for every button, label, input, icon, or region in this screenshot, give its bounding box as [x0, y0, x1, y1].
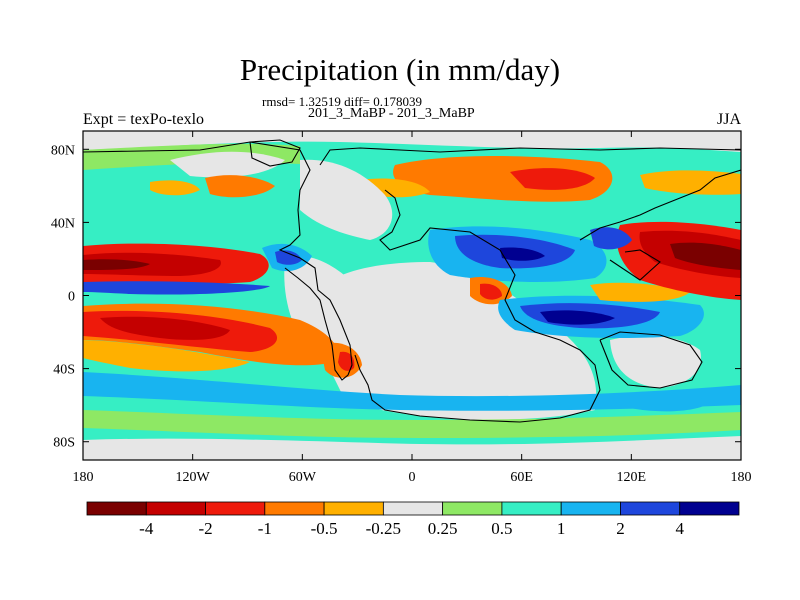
south-pacific-drying-core [100, 316, 230, 340]
land-outline [83, 139, 741, 423]
y-tick-label: 0 [68, 290, 75, 305]
africa-eurasia-outline [319, 147, 741, 423]
africa-eurasia-neutral [300, 159, 393, 240]
x-tick-label: 120E [617, 470, 647, 485]
y-tick-label: 80N [51, 143, 75, 158]
africa-neutral [305, 262, 597, 420]
caribbean-wetting-core [275, 250, 302, 265]
west-pacific-drying-core [670, 242, 741, 270]
x-tick-label: 60E [510, 470, 533, 485]
x-tick-label: 0 [409, 470, 416, 485]
asia-outline [579, 169, 741, 281]
northeast-asia-drying [640, 170, 741, 195]
equatorial-pacific-wetting [83, 281, 270, 295]
asian-monsoon-wetting-core [500, 247, 545, 261]
north-america-drying-2 [150, 180, 200, 196]
y-axis: 80N 40N 0 40S 80S [51, 143, 741, 451]
eurasia-drying-inner [510, 168, 595, 190]
antarctic-neutral [83, 436, 741, 460]
colorbar-label: 2 [616, 519, 625, 538]
colorbar-swatch [382, 501, 444, 516]
colorbar-label: 0.5 [491, 519, 512, 538]
x-tick-label: 60W [289, 470, 317, 485]
colorbar-swatch [86, 501, 147, 516]
australia-outline [599, 331, 703, 389]
indian-ocean-wetting-core [540, 310, 615, 325]
colorbar-swatch [679, 501, 740, 516]
arctic-neutral-band [83, 131, 741, 152]
colorbar-swatch [442, 501, 503, 516]
x-tick-label: 180 [731, 470, 752, 485]
southern-ocean-wetting [83, 372, 741, 411]
colorbar-label: 4 [675, 519, 684, 538]
y-tick-label: 40N [51, 216, 75, 231]
case-line: 201_3_MaBP - 201_3_MaBP [308, 106, 475, 121]
colorbar-swatch [264, 501, 325, 516]
x-axis: 180 120W 60W 0 60E 120E 180 [73, 131, 752, 485]
chart-title: Precipitation (in mm/day) [239, 52, 561, 87]
greenland-outline [249, 139, 301, 167]
x-tick-label: 180 [73, 470, 94, 485]
colorbar: -4 -2 -1 -0.5 -0.25 0.25 0.5 1 2 4 [86, 501, 740, 538]
stats-line: rmsd= 1.32519 diff= 0.178039 [262, 94, 422, 109]
colorbar-swatch [501, 501, 562, 516]
arabia-drying-core [480, 283, 502, 300]
colorbar-label: -1 [258, 519, 272, 538]
colorbar-label: 0.25 [428, 519, 458, 538]
right-title: JJA [716, 111, 741, 128]
y-tick-label: 80S [53, 436, 75, 451]
australia-neutral [610, 335, 701, 388]
colorbar-label: -2 [198, 519, 212, 538]
colorbar-swatch [620, 501, 681, 516]
colorbar-label: 1 [557, 519, 566, 538]
tropical-pacific-drying-core [83, 259, 150, 270]
colorbar-swatch [323, 501, 384, 516]
maritime-drying [590, 282, 690, 302]
eurasia-drying-outer [393, 156, 613, 202]
south-pacific-warm-edge [83, 340, 250, 372]
colorbar-label: -0.5 [311, 519, 338, 538]
tropical-pacific-drying-inner [83, 252, 221, 276]
north-america-drying [205, 175, 275, 198]
precipitation-field [83, 131, 741, 460]
south-atlantic-drying-core [338, 351, 355, 371]
colorbar-swatch [145, 501, 206, 516]
colorbar-label: -0.25 [366, 519, 401, 538]
americas-outline [83, 141, 353, 381]
y-tick-label: 40S [53, 363, 75, 378]
colorbar-label: -4 [139, 519, 154, 538]
left-title: Expt = texPo-texlo [83, 111, 205, 128]
north-atlantic-neutral [170, 151, 285, 178]
southern-ocean-wetting-patch [620, 391, 710, 412]
x-tick-label: 120W [176, 470, 211, 485]
colorbar-swatch [560, 501, 621, 516]
antarctic-green-band [83, 410, 741, 438]
east-china-wetting [590, 227, 632, 250]
colorbar-swatch [205, 501, 266, 516]
